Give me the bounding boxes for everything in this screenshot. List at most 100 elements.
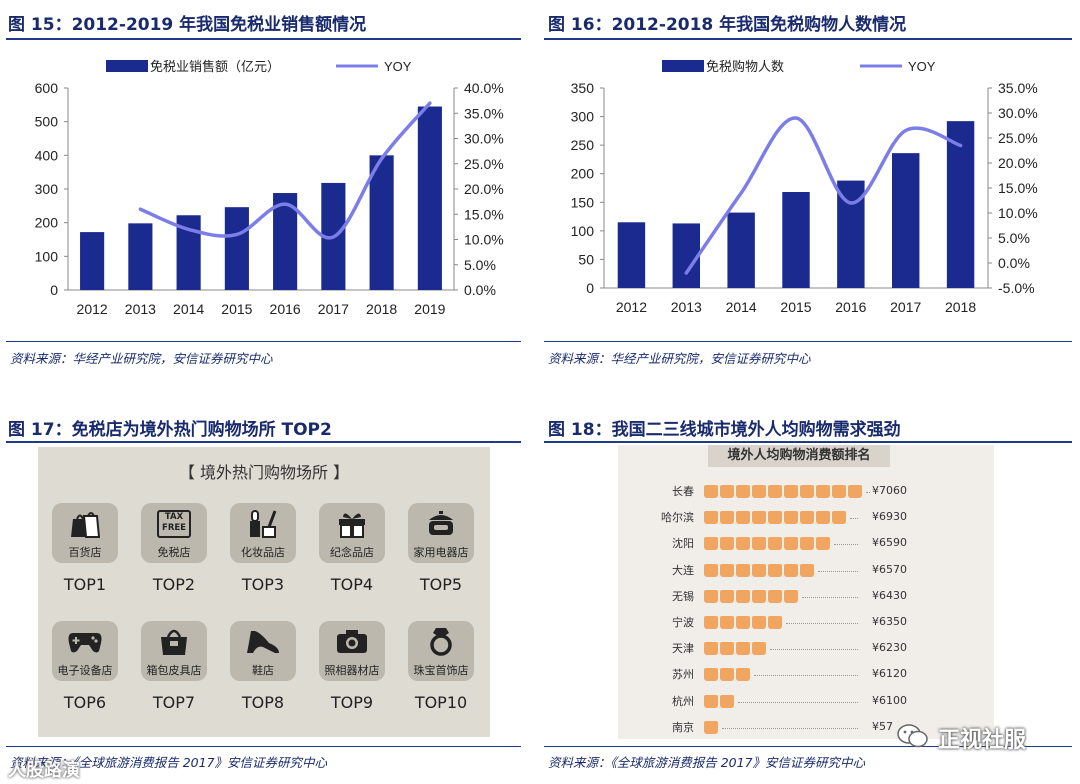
tile-luggage-store: 箱包皮具店: [141, 621, 207, 681]
legend-bar-label: 免税购物人数: [706, 59, 784, 74]
y-tick-label-right: 20.0%: [464, 181, 504, 197]
bar-2017: [892, 153, 920, 288]
spend-value: ¥6230: [872, 641, 907, 655]
shopping-bag-icon: [720, 537, 734, 551]
high-heel-icon: [247, 631, 279, 653]
fig17-header: 【 境外热门购物场所 】: [178, 463, 350, 482]
tile-appliance-store: 家用电器店: [408, 503, 474, 563]
shopping-bag-icon: [736, 537, 750, 551]
bar-2018: [369, 155, 394, 290]
shopping-bag-icon: [848, 485, 862, 498]
shopping-bag-icon: [704, 563, 718, 577]
y-tick-label-left: 400: [35, 147, 59, 163]
y-tick-label-right: 30.0%: [998, 105, 1038, 121]
rice-cooker-icon: [429, 511, 453, 535]
y-tick-label-right: 20.0%: [998, 155, 1038, 171]
ranking-row: 哈尔滨 ¥6930: [618, 507, 994, 527]
y-tick-label-left: 200: [571, 166, 595, 182]
yoy-line: [138, 101, 432, 240]
shopping-bag-icon: [784, 537, 798, 551]
y-tick-label-left: 500: [35, 114, 59, 130]
shopping-bag-icon: [800, 511, 814, 525]
rank-label: TOP2: [152, 575, 196, 594]
shopping-bag-icon: [784, 589, 798, 603]
ranking-row: 长春 ¥7060: [618, 481, 994, 501]
spend-value: ¥6100: [872, 693, 907, 707]
leader-dots: [738, 693, 858, 703]
tile-jewelry-store: 珠宝首饰店: [408, 621, 474, 681]
fig16-chart: 免税购物人数 YOY 0 50 100 150 200 250 300 350 -5.0% 0.0% 5…: [571, 59, 1038, 315]
x-tick-label: 2015: [780, 299, 811, 315]
y-tick-label-right: 35.0%: [464, 105, 504, 121]
fig17-bottom-rule: [6, 746, 521, 747]
tile-camera-store: 照相器材店: [319, 621, 385, 681]
shopping-bag-icon: [768, 537, 782, 551]
fig18-top-rule: [544, 441, 1072, 443]
city-name: 哈尔滨: [661, 511, 694, 525]
shopping-bag-icon: [736, 642, 750, 656]
y-tick-label-left: 300: [571, 109, 595, 125]
tile-label: 电子设备店: [57, 664, 113, 677]
city-name: 沈阳: [672, 537, 694, 551]
fig18-title: 图 18：我国二三线城市境外人均购物需求强劲: [548, 420, 901, 440]
legend-line-label: YOY: [384, 59, 412, 74]
fig15-title: 图 15：2012-2019 年我国免税业销售额情况: [8, 15, 367, 35]
ranking-row: 沈阳 ¥6590: [618, 533, 994, 553]
fig17-panel: 【 境外热门购物场所 】 百货店 TAX FREE 免税店 化妆品店 纪念品店 …: [38, 447, 490, 737]
shopping-bag-icon: [752, 485, 766, 498]
ranking-row: 杭州 ¥6100: [618, 691, 994, 711]
leader-dots: [722, 719, 858, 729]
rank-label: TOP1: [63, 575, 107, 594]
fig16-bottom-rule: [544, 341, 1072, 342]
camera-icon: [337, 630, 367, 653]
x-tick-label: 2013: [125, 301, 156, 317]
shopping-bag-icon: [704, 511, 718, 525]
fig15-bottom-rule: [6, 341, 521, 342]
y-tick-label-left: 100: [35, 248, 59, 264]
shopping-bag-icon: [720, 563, 734, 577]
x-tick-label: 2017: [890, 299, 921, 315]
leader-dots: [834, 535, 858, 546]
tile-duty-free-store: TAX FREE 免税店: [141, 503, 207, 563]
spend-value: ¥6930: [872, 510, 907, 524]
spend-value: ¥57: [872, 719, 893, 733]
shopping-bag-icon: [704, 642, 718, 656]
y-tick-label-right: 5.0%: [464, 257, 496, 273]
shopping-bag-icon: [720, 589, 734, 603]
y-tick-label-left: 300: [35, 181, 59, 197]
city-name: 南京: [672, 720, 694, 734]
tile-cosmetics-store: 化妆品店: [230, 503, 296, 563]
handbag-icon: [161, 629, 187, 655]
y-tick-label-right: 0.0%: [464, 282, 496, 298]
shopping-bag-icon: [768, 563, 782, 577]
tile-label: 照相器材店: [324, 664, 380, 677]
spend-value: ¥6120: [872, 667, 907, 681]
city-name: 苏州: [672, 668, 694, 682]
shopping-bag-icon: [784, 485, 798, 498]
y-tick-label-left: 0: [50, 282, 58, 298]
y-tick-label-right: 10.0%: [464, 232, 504, 248]
y-tick-label-right: 10.0%: [998, 205, 1038, 221]
x-tick-label: 2012: [77, 301, 108, 317]
legend-bar-swatch: [106, 60, 148, 72]
rank-label: TOP4: [330, 575, 374, 594]
x-tick-label: 2012: [616, 299, 647, 315]
tile-label: 珠宝首饰店: [413, 664, 469, 677]
shopping-bag-icon: [768, 511, 782, 525]
spend-value: ¥6590: [872, 536, 907, 550]
tile-label: 箱包皮具店: [146, 664, 202, 677]
x-tick-label: 2019: [414, 301, 445, 317]
shopping-bag-icon: [736, 511, 750, 525]
leader-dots: [802, 588, 858, 598]
tile-label: 免税店: [157, 546, 191, 559]
tile-electronics-store: 电子设备店: [52, 621, 118, 681]
x-tick-label: 2014: [726, 299, 757, 315]
fig17-title: 图 17：免税店为境外热门购物场所 TOP2: [8, 420, 332, 440]
watermark-right: 正视社服: [938, 728, 1027, 753]
shopping-bag-icon: [720, 616, 734, 629]
fig18-source: 资料来源：《全球旅游消费报告 2017》安信证券研究中心: [548, 755, 866, 770]
ranking-row: 大连 ¥6570: [618, 560, 994, 580]
rank-label: TOP6: [63, 693, 107, 712]
leader-dots: [754, 666, 858, 677]
rank-label: TOP9: [330, 693, 374, 712]
